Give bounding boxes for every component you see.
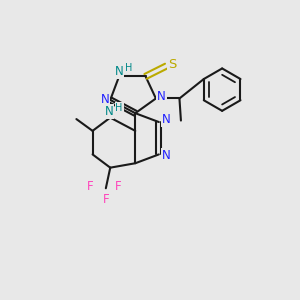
Text: N: N xyxy=(157,90,166,103)
Text: N: N xyxy=(162,149,171,162)
Text: H: H xyxy=(116,103,123,113)
Text: F: F xyxy=(87,180,94,193)
Text: N: N xyxy=(104,105,113,118)
Text: N: N xyxy=(115,65,124,79)
Text: F: F xyxy=(103,193,109,206)
Text: H: H xyxy=(125,63,132,73)
Text: N: N xyxy=(100,93,109,106)
Text: F: F xyxy=(115,180,122,193)
Text: N: N xyxy=(162,113,171,126)
Text: S: S xyxy=(168,58,176,71)
